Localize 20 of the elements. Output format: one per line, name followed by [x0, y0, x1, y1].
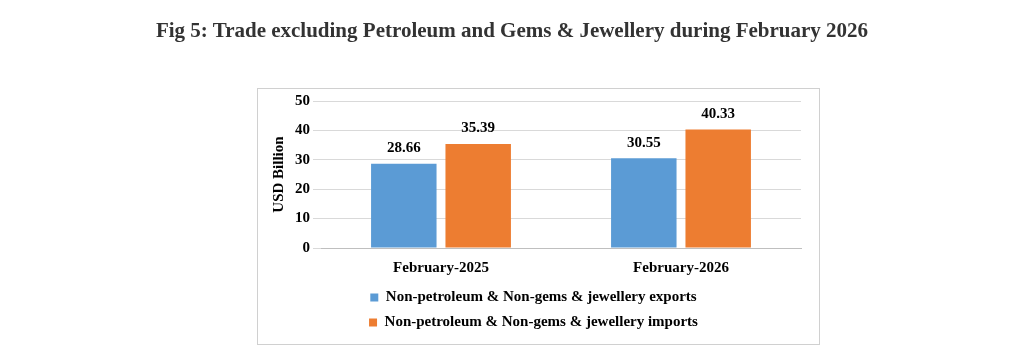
legend-label: Non-petroleum & Non-gems & jewellery exports [385, 288, 697, 305]
y-tick-label: 50 [295, 91, 310, 108]
bar [611, 158, 677, 248]
y-tick-label: 0 [302, 238, 310, 255]
chart-title: Fig 5: Trade excluding Petroleum and Gems & Jewellery during February 2026 [154, 17, 870, 44]
y-axis-title: USD Billion [269, 135, 286, 213]
legend-label: Non-petroleum & Non-gems & jewellery imports [384, 313, 699, 330]
y-tick-label: 10 [295, 209, 310, 226]
data-label: 30.55 [626, 133, 661, 150]
bar [685, 129, 751, 248]
bar [371, 163, 437, 248]
x-tick-label: February-2026 [633, 258, 730, 275]
x-tick-label: February-2025 [393, 258, 489, 275]
bar [445, 143, 511, 248]
data-label: 40.33 [701, 104, 736, 121]
y-tick-label: 40 [295, 121, 310, 138]
data-label: 35.39 [461, 119, 496, 136]
y-tick-label: 20 [295, 180, 310, 197]
y-tick-label: 30 [295, 150, 310, 167]
data-label: 28.66 [386, 139, 422, 156]
